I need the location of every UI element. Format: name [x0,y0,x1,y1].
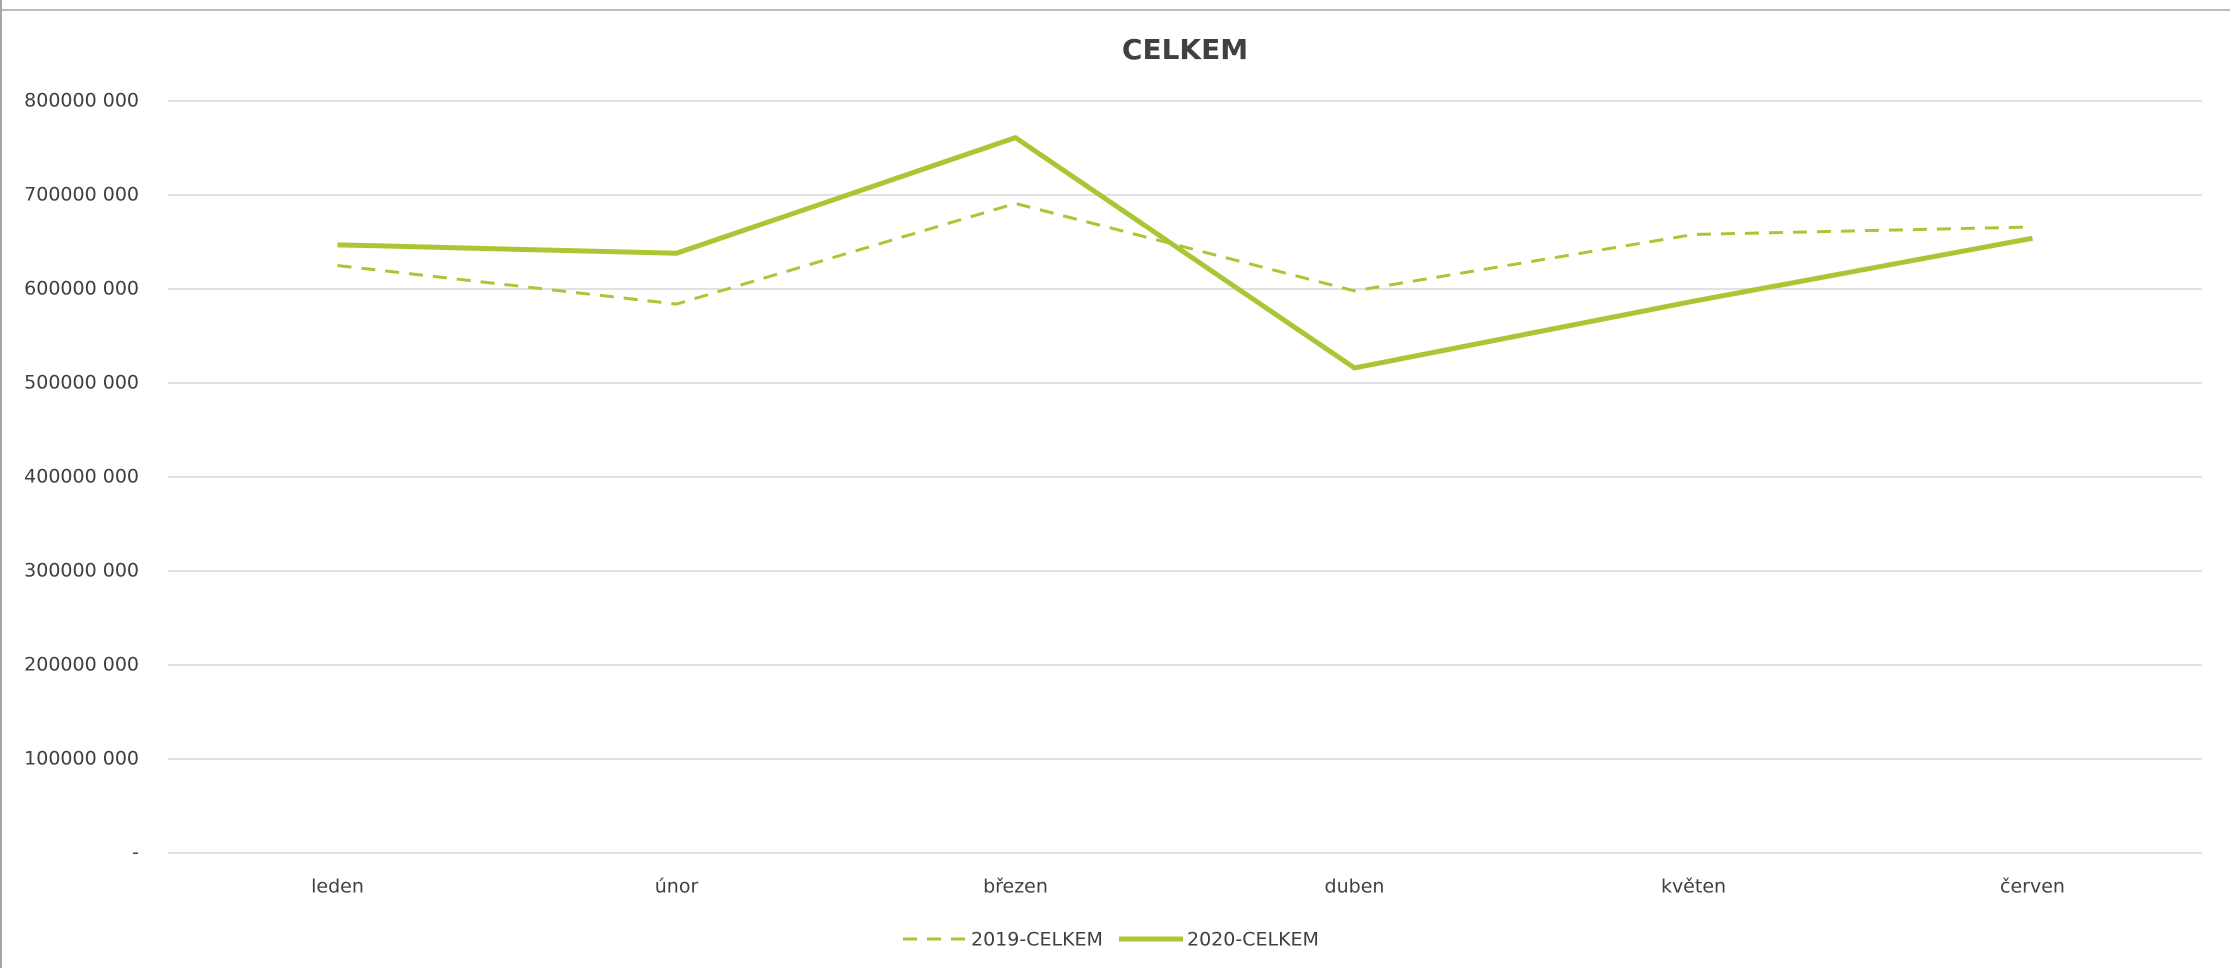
y-tick-label: 400000 000 [24,466,139,488]
legend-label: 2019-CELKEM [971,929,1103,951]
x-tick-label: leden [311,876,364,898]
series-line [337,135,2033,371]
y-tick-label: 800000 000 [24,90,139,112]
legend-label: 2020-CELKEM [1187,929,1319,951]
y-tick-label: - [132,842,139,864]
chart-title: CELKEM [1122,33,1248,66]
y-tick-label: 200000 000 [24,654,139,676]
x-tick-label: květen [1661,876,1726,898]
x-tick-label: únor [655,876,699,898]
y-tick-label: 700000 000 [24,184,139,206]
x-tick-label: duben [1325,876,1385,898]
y-tick-label: 100000 000 [24,748,139,770]
series-line [337,201,2033,306]
y-tick-label: 500000 000 [24,372,139,394]
x-tick-label: červen [2000,876,2065,898]
y-tick-label: 600000 000 [24,278,139,300]
y-tick-label: 300000 000 [24,560,139,582]
x-tick-label: březen [983,876,1048,898]
